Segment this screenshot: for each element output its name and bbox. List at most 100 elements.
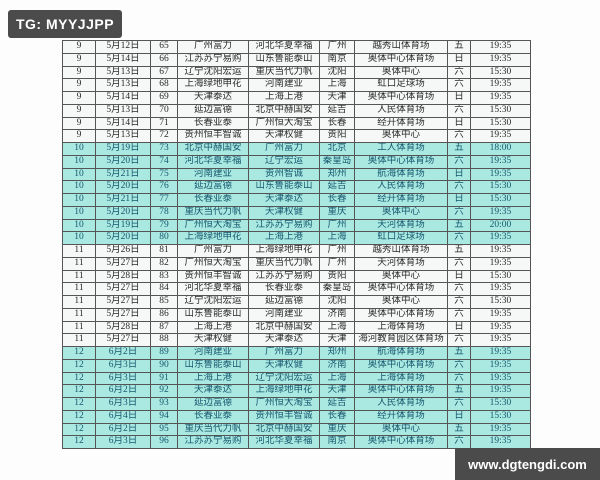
cell-home: 广州富力 — [178, 41, 249, 54]
cell-away: 江苏苏宁易购 — [249, 219, 320, 233]
cell-day: 五 — [448, 385, 471, 398]
cell-day: 六 — [448, 283, 471, 296]
cell-venue: 奥体中心体育场 — [355, 308, 448, 322]
cell-date: 5月27日 — [96, 257, 151, 271]
cell-venue: 奥体中心 — [355, 66, 448, 80]
cell-home: 辽宁沈阳宏运 — [178, 66, 249, 80]
cell-home: 江苏苏宁易购 — [178, 436, 249, 449]
table-row: 10 5月20日 80 上海绿地申花 上海上港 上海 虹口足球场六 19:35 — [63, 232, 531, 245]
cell-home: 上海绿地申花 — [178, 79, 249, 92]
cell-time: 19:35 — [471, 92, 531, 105]
table-row: 12 6月2日 89 河南建业 广州富力 郑州 航海体育场五 19:35 — [63, 347, 531, 360]
cell-round: 12 — [63, 436, 96, 449]
cell-day: 六 — [448, 79, 471, 92]
cell-city: 长春 — [320, 117, 355, 131]
cell-venue: 奥体中心体育场 — [355, 385, 448, 398]
watermark-bottom-right: www.dgtengdi.com — [455, 448, 600, 480]
cell-time: 20:00 — [471, 219, 531, 233]
cell-date: 6月3日 — [96, 372, 151, 386]
cell-date: 5月13日 — [96, 104, 151, 118]
cell-venue: 海河教育园区体育场 — [355, 334, 448, 347]
cell-away: 北京中赫国安 — [249, 321, 320, 335]
cell-date: 5月28日 — [96, 321, 151, 335]
cell-day: 六 — [448, 398, 471, 411]
cell-date: 5月14日 — [96, 92, 151, 105]
cell-away: 山东鲁能泰山 — [249, 53, 320, 67]
cell-home: 贵州恒丰智诚 — [178, 130, 249, 143]
cell-city: 郑州 — [320, 168, 355, 182]
cell-round: 11 — [63, 270, 96, 284]
cell-no: 81 — [151, 245, 178, 258]
match-schedule-table: 9 5月12日 65 广州富力 河北华夏幸福 广州 越秀山体育场五 19:35 9 5月14日 66… — [62, 40, 531, 449]
cell-day: 日 — [448, 168, 471, 182]
cell-day: 五 — [448, 347, 471, 360]
cell-time: 19:35 — [471, 385, 531, 398]
cell-city: 长春 — [320, 410, 355, 424]
cell-venue: 天河体育场 — [355, 219, 448, 233]
cell-no: 68 — [151, 79, 178, 92]
cell-no: 77 — [151, 194, 178, 207]
cell-away: 河北华夏幸福 — [249, 436, 320, 449]
cell-home: 上海绿地申花 — [178, 232, 249, 245]
cell-city: 延吉 — [320, 104, 355, 118]
cell-time: 18:00 — [471, 143, 531, 156]
cell-day: 六 — [448, 130, 471, 143]
cell-date: 5月20日 — [96, 181, 151, 194]
cell-day: 六 — [448, 308, 471, 322]
cell-date: 5月27日 — [96, 296, 151, 309]
cell-city: 北京 — [320, 143, 355, 156]
table-row: 10 5月20日 74 河北华夏幸福 辽宁宏运 秦皇岛 奥体中心体育场六 19:35 — [63, 155, 531, 169]
cell-day: 日 — [448, 270, 471, 284]
cell-city: 秦皇岛 — [320, 283, 355, 296]
cell-time: 19:35 — [471, 372, 531, 386]
cell-away: 延边富德 — [249, 296, 320, 309]
cell-away: 上海绿地申花 — [249, 385, 320, 398]
cell-day: 六 — [448, 296, 471, 309]
cell-no: 65 — [151, 41, 178, 54]
cell-home: 河南建业 — [178, 168, 249, 182]
cell-round: 10 — [63, 143, 96, 156]
cell-time: 19:35 — [471, 359, 531, 373]
cell-time: 15:30 — [471, 410, 531, 424]
cell-date: 6月3日 — [96, 436, 151, 449]
cell-time: 15:30 — [471, 194, 531, 207]
cell-time: 19:35 — [471, 79, 531, 92]
cell-time: 19:35 — [471, 130, 531, 143]
cell-away: 天津权健 — [249, 206, 320, 220]
table-row: 12 6月3日 93 延边富德 广州恒大淘宝 延吉 人民体育场六 15:30 — [63, 398, 531, 411]
cell-no: 96 — [151, 436, 178, 449]
cell-no: 70 — [151, 104, 178, 118]
cell-day: 五 — [448, 423, 471, 437]
cell-day: 六 — [448, 372, 471, 386]
cell-venue: 经开体育场 — [355, 117, 448, 131]
cell-date: 5月12日 — [96, 41, 151, 54]
cell-no: 83 — [151, 270, 178, 284]
cell-round: 9 — [63, 92, 96, 105]
cell-away: 天津泰达 — [249, 194, 320, 207]
cell-city: 贵阳 — [320, 270, 355, 284]
cell-day: 日 — [448, 53, 471, 67]
cell-time: 15:30 — [471, 296, 531, 309]
cell-venue: 人民体育场 — [355, 181, 448, 194]
cell-away: 辽宁沈阳宏运 — [249, 372, 320, 386]
cell-time: 15:30 — [471, 117, 531, 131]
cell-no: 75 — [151, 168, 178, 182]
cell-round: 9 — [63, 53, 96, 67]
cell-no: 78 — [151, 206, 178, 220]
table-row: 10 5月20日 76 延边富德 山东鲁能泰山 延吉 人民体育场六 15:30 — [63, 181, 531, 194]
table-row: 9 5月12日 65 广州富力 河北华夏幸福 广州 越秀山体育场五 19:35 — [63, 41, 531, 54]
cell-away: 广州富力 — [249, 143, 320, 156]
cell-day: 六 — [448, 232, 471, 245]
cell-round: 9 — [63, 117, 96, 131]
cell-no: 89 — [151, 347, 178, 360]
cell-time: 19:35 — [471, 308, 531, 322]
cell-round: 10 — [63, 155, 96, 169]
cell-date: 5月14日 — [96, 53, 151, 67]
cell-away: 贵州恒丰智诚 — [249, 410, 320, 424]
table-row: 9 5月13日 68 上海绿地申花 河南建业 上海 虹口足球场六 19:35 — [63, 79, 531, 92]
cell-home: 贵州恒丰智诚 — [178, 270, 249, 284]
cell-time: 19:35 — [471, 41, 531, 54]
cell-day: 日 — [448, 194, 471, 207]
cell-round: 12 — [63, 423, 96, 437]
cell-day: 五 — [448, 143, 471, 156]
